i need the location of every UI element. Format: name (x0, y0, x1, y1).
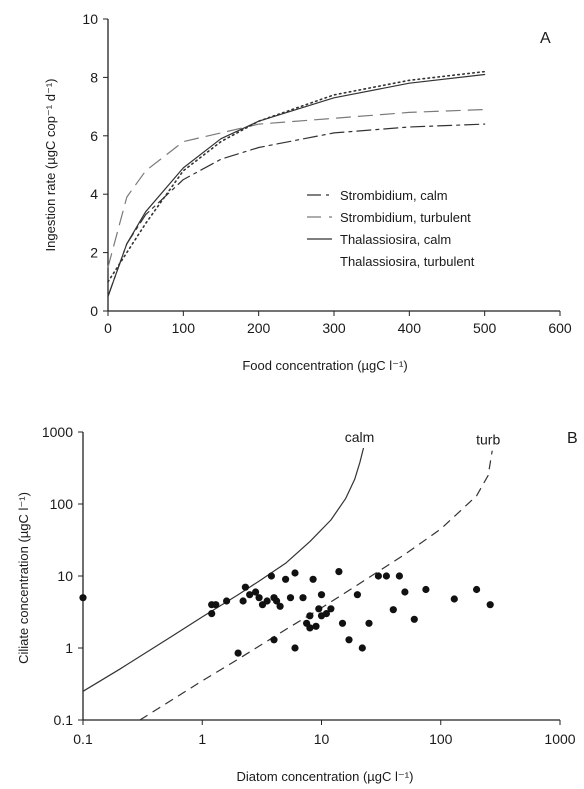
panel-b-curve-label: turb (476, 432, 500, 448)
panel-b-data-point (234, 649, 242, 657)
panel-b-y-axis-label: Ciliate concentration (µgC l⁻¹) (16, 492, 31, 664)
panel-b-data-point (208, 610, 216, 618)
panel-a-y-tick-label: 10 (82, 11, 98, 27)
panel-b-y-tick-label: 10 (57, 568, 73, 584)
panel-b-data-point (239, 597, 247, 605)
panel-b-data-point (374, 572, 382, 580)
panel-a-y-tick-label: 2 (90, 245, 98, 261)
panel-b-x-tick-label: 100 (429, 731, 453, 747)
panel-a-y-tick-label: 6 (90, 128, 98, 144)
panel-a-label: A (540, 30, 551, 47)
panel-b-data-point (382, 572, 390, 580)
panel-a-legend-label: Strombidium, turbulent (340, 210, 471, 225)
panel-b-data-point (223, 597, 231, 605)
panel-b-data-point (267, 572, 275, 580)
panel-b-data-point (473, 585, 481, 594)
panel-b-data-point (286, 594, 295, 602)
panel-a-legend: Strombidium, calm Strombidium, turbulent T… (307, 188, 475, 269)
panel-a-legend-label: Thalassiosira, calm (340, 232, 451, 247)
panel-b-data-point (389, 606, 397, 614)
panel-b-data-point (345, 636, 353, 644)
panel-b-data-point (358, 644, 366, 652)
panel-b-data-point (270, 636, 278, 644)
panel-b-data-point (79, 594, 87, 602)
panel-b-data-point (401, 588, 409, 596)
panel-b-data-point (486, 601, 494, 609)
panel-b-data-point (252, 588, 260, 596)
panel-b-x-axis-label: Diatom concentration (µgC l⁻¹) (237, 769, 414, 784)
panel-b-curve-calm (82, 447, 365, 692)
panel-b-data-point (338, 619, 347, 627)
panel-a-x-tick-label: 600 (548, 320, 572, 336)
panel-b-curves: calm turb (82, 429, 500, 721)
panel-b-data-point (450, 595, 458, 603)
panel-a-axes (107, 19, 560, 312)
panel-b-curve-turb (139, 450, 493, 721)
panel-b-data-point (273, 597, 281, 605)
panel-a-series-line-4 (107, 70, 486, 283)
panel-a-x-tick-label: 100 (172, 320, 196, 336)
panel-a-x-tick-label: 0 (104, 320, 112, 336)
panel-a-y-tick-label: 0 (90, 303, 98, 319)
panel-a-y-tick-label: 4 (90, 186, 98, 202)
panel-b-y-tick-label: 100 (50, 496, 74, 512)
panel-b-data-point (212, 601, 220, 609)
panel-a-series-line-2 (107, 108, 486, 268)
panel-b-data-point (365, 619, 373, 627)
panel-b-data-point (246, 591, 254, 599)
panel-b-data-point (291, 569, 299, 577)
panel-b-data-point (395, 572, 403, 580)
panel-a-x-tick-label: 200 (247, 320, 271, 336)
panel-a-legend-label: Strombidium, calm (340, 188, 448, 203)
panel-b-data-point (276, 602, 284, 610)
panel-a-y-tick-label: 8 (90, 69, 98, 85)
panel-b-data-point (410, 615, 418, 623)
panel-a-x-axis-label: Food concentration (µgC l⁻¹) (242, 358, 407, 373)
panel-b-chart: B 0.1 1 10 100 1000 0.1 1 10 100 1000 calm turb Di… (16, 424, 578, 784)
panel-a-y-axis-label: Ingestion rate (µgC cop⁻¹ d⁻¹) (43, 79, 58, 252)
panel-b-y-tick-label: 0.1 (54, 712, 74, 728)
panel-b-x-tick-label: 0.1 (73, 731, 93, 747)
panel-b-data-point (282, 575, 290, 583)
panel-b-data-point (291, 644, 299, 652)
panel-a-chart: A 0 100 200 300 400 500 600 0 2 4 6 8 10 Strombidium… (43, 11, 572, 373)
panel-b-data-point (317, 591, 326, 599)
panel-b-points (79, 568, 494, 657)
panel-a-x-tick-label: 400 (398, 320, 422, 336)
panel-b-data-point (241, 583, 249, 591)
panel-a-x-tick-label: 300 (322, 320, 346, 336)
panel-b-x-tick-label: 1 (198, 731, 206, 747)
panel-b-label: B (567, 430, 578, 447)
panel-b-data-point (322, 610, 330, 618)
panel-b-curve-label: calm (345, 429, 375, 445)
panel-b-data-point (263, 597, 271, 605)
panel-b-data-point (312, 622, 320, 630)
panel-a-series (107, 70, 486, 297)
panel-a-series-line-3 (107, 73, 486, 297)
panel-b-data-point (315, 605, 323, 613)
panel-b-data-point (306, 612, 314, 620)
panel-b-x-tick-label: 1000 (544, 731, 575, 747)
panel-b-data-point (335, 568, 343, 576)
panel-b-data-point (306, 624, 314, 632)
panel-b-data-point (299, 594, 307, 602)
panel-b-data-point (353, 591, 361, 599)
panel-b-x-tick-label: 10 (314, 731, 330, 747)
panel-a-x-tick-label: 500 (473, 320, 497, 336)
panel-b-ticks: 0.1 1 10 100 1000 0.1 1 10 100 1000 (42, 424, 576, 747)
panel-b-data-point (255, 594, 263, 602)
panel-a-ticks: 0 100 200 300 400 500 600 0 2 4 6 8 10 (82, 11, 571, 336)
panel-b-y-tick-label: 1000 (42, 424, 73, 440)
panel-b-data-point (309, 575, 317, 583)
panel-b-data-point (327, 605, 335, 613)
panel-b-data-point (422, 585, 430, 594)
panel-a-legend-label: Thalassiosira, turbulent (340, 254, 475, 269)
panel-b-y-tick-label: 1 (65, 640, 73, 656)
